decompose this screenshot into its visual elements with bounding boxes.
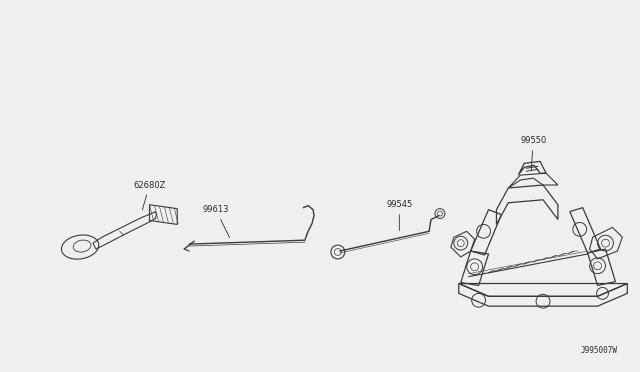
Text: 99550: 99550 [520,136,547,170]
Text: 62680Z: 62680Z [133,180,166,210]
Text: 99545: 99545 [386,200,412,231]
Text: 99613: 99613 [203,205,230,238]
Text: J995007W: J995007W [580,346,618,355]
